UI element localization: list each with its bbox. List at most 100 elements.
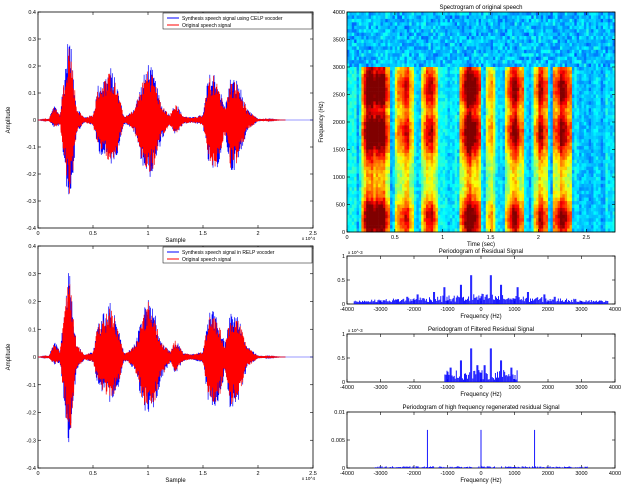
spectrogram-cell <box>399 60 403 64</box>
spectrogram-cell <box>428 146 432 150</box>
spectrogram-cell <box>457 80 460 85</box>
spectrogram-cell <box>514 56 518 61</box>
spectrogram-cell <box>509 94 513 99</box>
spectrogram-cell <box>519 60 522 64</box>
spectrogram-cell <box>526 170 530 174</box>
spectrogram-cell <box>507 63 511 68</box>
spectrogram-cell <box>476 214 479 219</box>
spectrogram-cell <box>373 211 377 216</box>
spectrogram-cell <box>358 170 362 174</box>
spectrogram-cell <box>406 32 410 37</box>
spectrogram-cell <box>440 80 444 85</box>
spectrogram-cell <box>380 42 384 47</box>
spectrogram-cell <box>358 25 362 30</box>
spectrogram-cell <box>497 125 501 130</box>
spectrogram-cell <box>402 201 405 205</box>
spectrogram-cell <box>416 135 420 140</box>
spectrogram-cell <box>375 12 379 16</box>
spectrogram-cell <box>363 214 367 219</box>
spectrogram-cell <box>521 97 525 102</box>
spectrogram-cell <box>461 163 465 167</box>
y-tick-label: -0.4 <box>27 226 36 232</box>
spectrogram-cell <box>466 139 470 143</box>
spectrogram-cell <box>437 49 441 54</box>
spectrogram-cell <box>409 80 412 85</box>
spectrogram-cell <box>461 84 465 88</box>
spectrogram-cell <box>378 104 381 109</box>
spectrogram-cell <box>366 201 369 205</box>
spectrogram-cell <box>411 70 415 75</box>
spectrogram-cell <box>490 87 494 92</box>
spectrogram-cell <box>402 190 405 195</box>
spectrogram-cell <box>433 207 436 212</box>
spectrogram-cell <box>397 218 400 222</box>
spectrogram-cell <box>394 190 398 195</box>
spectrogram-cell <box>435 94 439 99</box>
spectrogram-cell <box>406 70 410 75</box>
spectrogram-cell <box>457 18 460 23</box>
spectrogram-cell <box>528 128 532 133</box>
spectrogram-cell <box>524 36 527 40</box>
spectrogram-cell <box>351 190 355 195</box>
spectrogram-cell <box>504 132 508 137</box>
spectrogram-cell <box>473 111 477 116</box>
spectrogram-cell <box>516 32 520 37</box>
spectrogram-cell <box>464 39 467 44</box>
spectrogram-cell <box>433 91 436 95</box>
spectrogram-cell <box>358 53 362 57</box>
spectrogram-cell <box>433 12 436 16</box>
spectrogram-cell <box>461 60 465 64</box>
spectrogram-cell <box>406 118 410 123</box>
spectrogram-cell <box>457 225 460 229</box>
spectrogram-cell <box>375 84 379 88</box>
spectrogram-cell <box>442 135 446 140</box>
spectrogram-cell <box>375 139 379 143</box>
spectrogram-cell <box>425 39 429 44</box>
spectrogram-cell <box>442 60 446 64</box>
spectrogram-cell <box>347 163 350 167</box>
spectrogram-cell <box>349 177 353 181</box>
spectrogram-cell <box>385 159 388 164</box>
spectrogram-cell <box>504 125 508 130</box>
spectrogram-cell <box>449 211 453 216</box>
spectrogram-cell <box>354 180 357 185</box>
spectrogram-cell <box>447 225 451 229</box>
spectrogram-cell <box>452 22 455 27</box>
spectrogram-cell <box>390 170 393 174</box>
spectrogram-cell <box>445 39 448 44</box>
spectrogram-cell <box>375 42 379 47</box>
spectrogram-cell <box>516 197 520 202</box>
spectrogram-cell <box>490 18 494 23</box>
spectrogram-cell <box>514 42 518 47</box>
spectrogram-cell <box>488 63 491 68</box>
spectrogram-cell <box>421 15 424 20</box>
spectrogram-cell <box>351 108 355 112</box>
spectrogram-cell <box>411 190 415 195</box>
spectrogram-cell <box>430 25 434 30</box>
spectrogram-cell <box>375 152 379 157</box>
spectrogram-cell <box>485 207 489 212</box>
spectrogram-cell <box>351 42 355 47</box>
spectrogram-cell <box>394 214 398 219</box>
spectrogram-cell <box>397 53 400 57</box>
spectrogram-cell <box>485 101 489 106</box>
spectrogram-cell <box>435 142 439 147</box>
spectrogram-cell <box>433 77 436 82</box>
spectrogram-cell <box>449 159 453 164</box>
spectrogram-cell <box>347 84 350 88</box>
spectrogram-cell <box>459 187 463 192</box>
spectrogram-cell <box>363 132 367 137</box>
spectrogram-cell <box>387 42 391 47</box>
spectrogram-cell <box>437 218 441 222</box>
spectrogram-cell <box>442 36 446 40</box>
spectrogram-cell <box>435 80 439 85</box>
spectrogram-cell <box>500 139 503 143</box>
spectrogram-cell <box>500 49 503 54</box>
spectrogram-cell <box>524 73 527 78</box>
spectrogram-cell <box>490 67 494 71</box>
spectrogram-cell <box>404 18 408 23</box>
spectrogram-cell <box>488 228 491 233</box>
spectrogram-cell <box>414 225 417 229</box>
spectrogram-cell <box>464 25 467 30</box>
spectrogram-cell <box>437 128 441 133</box>
